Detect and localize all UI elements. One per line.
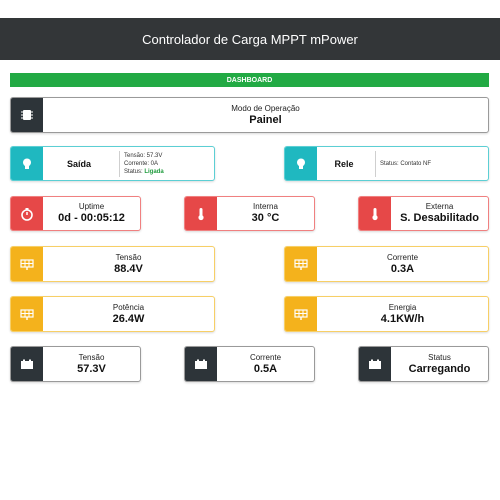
output-label: Saída bbox=[66, 158, 91, 169]
solar-panel-icon bbox=[11, 297, 43, 331]
battery-voltage-value: 57.3V bbox=[77, 362, 106, 375]
battery-voltage-label: Tensão bbox=[78, 352, 105, 362]
output-status-value: Ligada bbox=[144, 168, 164, 175]
solar-panel-icon bbox=[285, 297, 317, 331]
internal-temp-label: Interna bbox=[253, 202, 278, 211]
energy-value: 4.1KW/h bbox=[380, 312, 425, 325]
output-card: Saída Tensão: 57.3V Corrente: 0A Status:… bbox=[10, 146, 215, 181]
power-value: 26.4W bbox=[112, 312, 145, 325]
app-title: Controlador de Carga MPPT mPower bbox=[142, 31, 358, 47]
uptime-card: Uptime 0d - 00:05:12 bbox=[10, 196, 141, 231]
uptime-value: 0d - 00:05:12 bbox=[58, 212, 125, 224]
battery-current-value: 0.5A bbox=[253, 362, 278, 375]
battery-icon bbox=[359, 347, 391, 381]
dashboard-label: DASHBOARD bbox=[226, 76, 273, 84]
battery-current-label: Corrente bbox=[249, 352, 282, 362]
thermometer-icon bbox=[185, 197, 217, 230]
output-status-prefix: Status: bbox=[124, 168, 145, 175]
mode-value: Painel bbox=[249, 113, 282, 126]
divider bbox=[119, 150, 120, 177]
panel-voltage-label: Tensão bbox=[115, 252, 142, 262]
battery-status-card: Status Carregando bbox=[358, 346, 489, 382]
output-current: Corrente: 0A bbox=[124, 160, 159, 167]
internal-temp-card: Interna 30 °C bbox=[184, 196, 315, 231]
battery-status-label: Status bbox=[428, 352, 451, 362]
relay-label: Rele bbox=[334, 158, 354, 169]
relay-status: Status: Contato NF bbox=[380, 160, 432, 167]
dashboard-banner: DASHBOARD bbox=[10, 73, 489, 87]
output-details: Tensão: 57.3V Corrente: 0A Status: Ligad… bbox=[124, 152, 164, 176]
external-temp-label: Externa bbox=[425, 202, 454, 211]
divider bbox=[375, 150, 376, 177]
lightbulb-icon bbox=[11, 147, 43, 180]
lightbulb-icon bbox=[285, 147, 317, 180]
relay-card: Rele Status: Contato NF bbox=[284, 146, 489, 181]
battery-icon bbox=[185, 347, 217, 381]
solar-panel-icon bbox=[285, 247, 317, 281]
output-voltage: Tensão: 57.3V bbox=[124, 152, 163, 159]
panel-voltage-value: 88.4V bbox=[114, 262, 143, 275]
battery-current-card: Corrente 0.5A bbox=[184, 346, 315, 382]
stopwatch-icon bbox=[11, 197, 43, 230]
panel-current-card: Corrente 0.3A bbox=[284, 246, 489, 282]
panel-current-value: 0.3A bbox=[390, 262, 415, 275]
battery-status-value: Carregando bbox=[408, 362, 471, 375]
chip-icon bbox=[11, 98, 43, 132]
external-temp-card: Externa S. Desabilitado bbox=[358, 196, 489, 231]
battery-voltage-card: Tensão 57.3V bbox=[10, 346, 141, 382]
power-card: Potência 26.4W bbox=[10, 296, 215, 332]
internal-temp-value: 30 °C bbox=[251, 212, 280, 224]
output-status: Status: Ligada bbox=[124, 168, 164, 176]
solar-panel-icon bbox=[11, 247, 43, 281]
thermometer-icon bbox=[359, 197, 391, 230]
panel-current-label: Corrente bbox=[386, 252, 419, 262]
mode-label: Modo de Operação bbox=[231, 103, 300, 113]
panel-voltage-card: Tensão 88.4V bbox=[10, 246, 215, 282]
energy-card: Energia 4.1KW/h bbox=[284, 296, 489, 332]
energy-label: Energia bbox=[388, 302, 417, 312]
mode-card: Modo de Operação Painel bbox=[10, 97, 489, 133]
battery-icon bbox=[11, 347, 43, 381]
uptime-label: Uptime bbox=[78, 202, 105, 211]
power-label: Potência bbox=[112, 302, 145, 312]
app-header: Controlador de Carga MPPT mPower bbox=[0, 18, 500, 60]
external-temp-value: S. Desabilitado bbox=[400, 212, 479, 224]
